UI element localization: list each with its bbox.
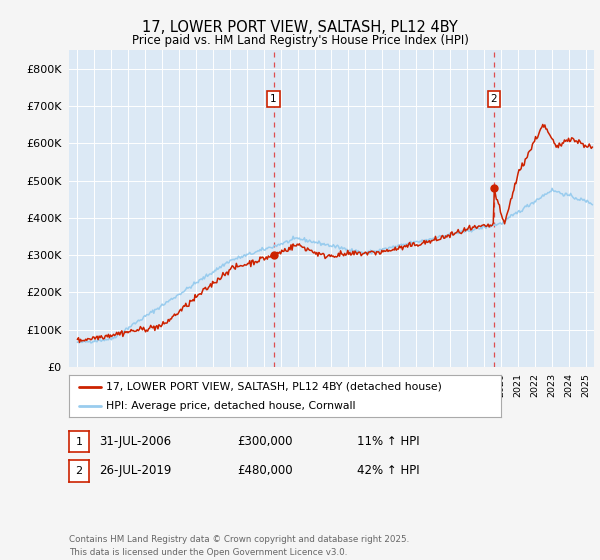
Text: 31-JUL-2006: 31-JUL-2006 [99,435,171,449]
Text: £480,000: £480,000 [237,464,293,478]
Text: 42% ↑ HPI: 42% ↑ HPI [357,464,419,478]
Text: £300,000: £300,000 [237,435,293,449]
Text: 17, LOWER PORT VIEW, SALTASH, PL12 4BY (detached house): 17, LOWER PORT VIEW, SALTASH, PL12 4BY (… [106,381,442,391]
Text: 26-JUL-2019: 26-JUL-2019 [99,464,172,478]
Text: 2: 2 [76,466,82,476]
Text: Price paid vs. HM Land Registry's House Price Index (HPI): Price paid vs. HM Land Registry's House … [131,34,469,46]
Text: Contains HM Land Registry data © Crown copyright and database right 2025.
This d: Contains HM Land Registry data © Crown c… [69,535,409,557]
Text: 1: 1 [76,437,82,447]
Text: 1: 1 [270,94,277,104]
Text: 2: 2 [490,94,497,104]
Text: HPI: Average price, detached house, Cornwall: HPI: Average price, detached house, Corn… [106,401,355,411]
Text: 11% ↑ HPI: 11% ↑ HPI [357,435,419,449]
Text: 17, LOWER PORT VIEW, SALTASH, PL12 4BY: 17, LOWER PORT VIEW, SALTASH, PL12 4BY [142,20,458,35]
